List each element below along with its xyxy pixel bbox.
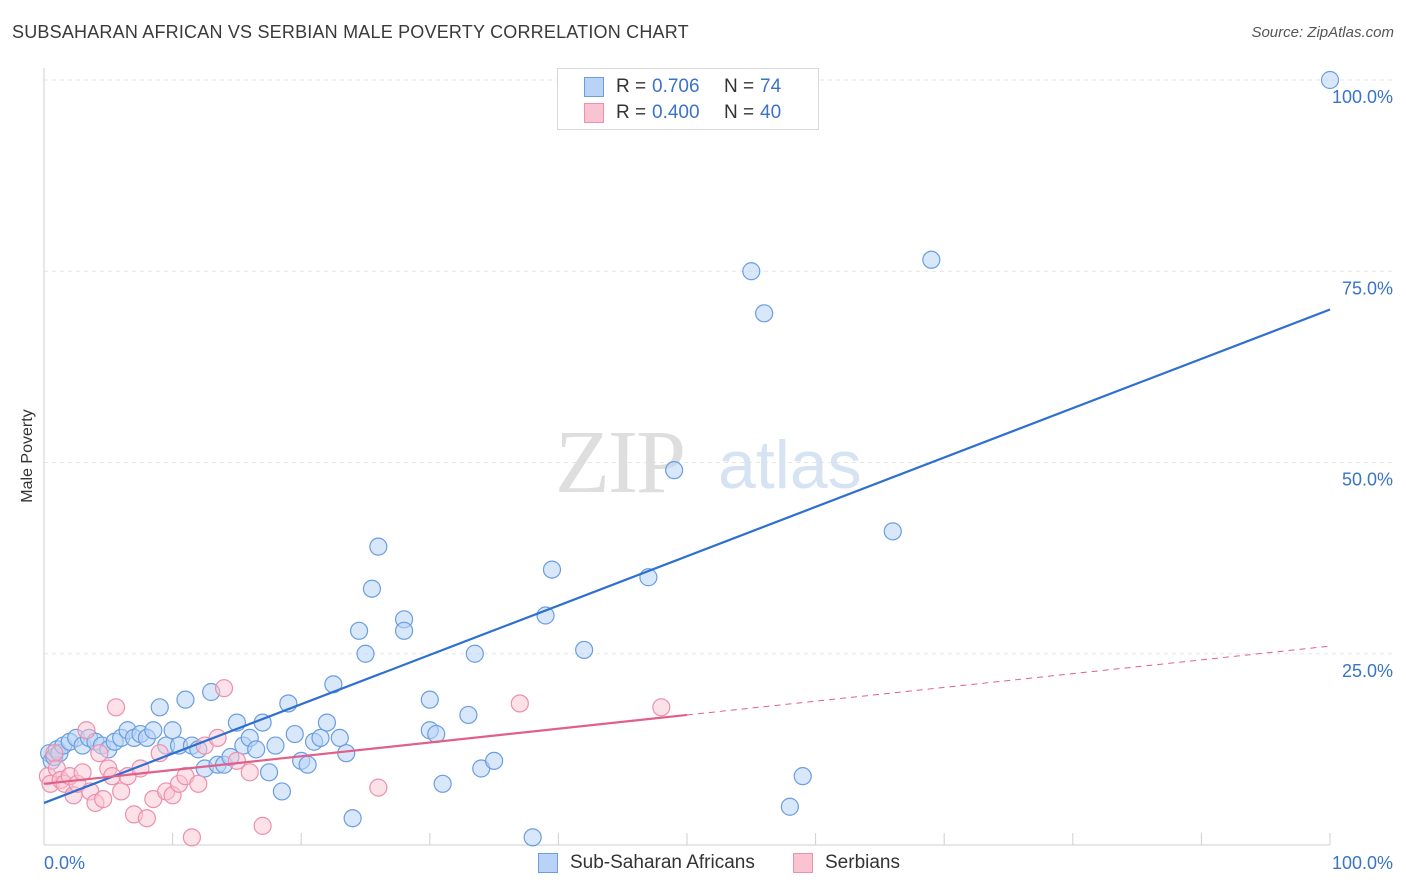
serbian-point [240, 763, 259, 782]
sub-saharan-point [459, 705, 478, 725]
serbian-point [112, 782, 131, 801]
chart-title: SUBSAHARAN AFRICAN VS SERBIAN MALE POVER… [12, 22, 689, 42]
sub-saharan-point [317, 713, 337, 732]
legend-r-value: 0.706 [652, 76, 700, 97]
serbian-point [189, 774, 208, 793]
serbian-point [106, 698, 126, 717]
y-tick-label: 75.0% [1342, 278, 1393, 298]
bottom-legend-swatch-pink [793, 853, 813, 873]
sub-saharan-point [394, 621, 414, 640]
serbian-point [45, 744, 64, 763]
legend-row-sub-saharan: R = 0.706 N = 74 [584, 75, 781, 99]
serbian-point [652, 698, 671, 717]
serbian-trend-extension [686, 645, 1331, 716]
sub-saharan-point [575, 640, 594, 660]
bottom-legend-sub-saharan: Sub-Saharan Africans [538, 852, 755, 874]
sub-saharan-point [144, 721, 163, 740]
sub-saharan-point [793, 767, 812, 786]
sub-saharan-point [176, 690, 195, 709]
watermark-atlas: atlas [718, 427, 862, 503]
source-label: Source: ZipAtlas.com [1251, 24, 1394, 41]
legend-n-label: N = [724, 102, 755, 123]
sub-saharan-point [349, 621, 369, 640]
serbian-point [90, 744, 109, 763]
serbian-point [510, 694, 529, 713]
legend-r-label: R = [616, 102, 647, 123]
sub-saharan-point [150, 698, 169, 717]
serbian-point [214, 679, 234, 698]
sub-saharan-point [523, 828, 542, 847]
sub-saharan-point [362, 579, 382, 598]
sub-saharan-point [311, 728, 330, 748]
serbian-point [73, 763, 92, 782]
sub-saharan-point [259, 763, 279, 782]
serbian-point [137, 809, 156, 828]
sub-saharan-point [1320, 70, 1340, 90]
sub-saharan-point [163, 721, 182, 740]
legend-n-value: 74 [760, 76, 782, 97]
sub-saharan-point [298, 755, 317, 774]
sub-saharan-point [356, 644, 375, 663]
sub-saharan-point [285, 724, 304, 744]
serbian-point [253, 816, 272, 835]
legend-n-value: 40 [760, 102, 782, 123]
sub-saharan-point [369, 537, 388, 556]
serbian-trend-line [43, 713, 688, 785]
bottom-legend-serbians: Serbians [793, 852, 900, 874]
serbian-point [77, 721, 96, 740]
sub-saharan-point [542, 560, 562, 579]
legend-r-value: 0.400 [652, 102, 700, 123]
serbian-point [94, 789, 113, 809]
sub-saharan-point [883, 522, 902, 541]
sub-saharan-point [780, 797, 799, 816]
sub-saharan-point [420, 690, 439, 709]
serbian-point [227, 751, 246, 770]
legend-swatch-pink [584, 103, 604, 123]
serbian-point [182, 828, 201, 847]
serbian-point [369, 778, 388, 797]
sub-saharan-point [337, 744, 356, 763]
sub-saharan-point [755, 304, 774, 323]
sub-saharan-point [665, 461, 684, 480]
bottom-legend-label: Sub-Saharan Africans [570, 852, 755, 873]
sub-saharan-trend-line [43, 308, 1331, 804]
sub-saharan-point [266, 736, 285, 755]
y-tick-label: 50.0% [1342, 470, 1393, 490]
x-tick-label: 100.0% [1332, 853, 1393, 873]
watermark-zip: ZIP [555, 413, 684, 512]
legend-swatch-blue [584, 77, 604, 97]
stats-legend: R = 0.706 N = 74 R = 0.400 N = 40 [557, 68, 819, 130]
sub-saharan-point [427, 724, 446, 744]
sub-saharan-point [272, 782, 292, 801]
y-tick-label: 100.0% [1332, 87, 1393, 107]
bottom-legend-label: Serbians [825, 852, 900, 873]
bottom-legend-swatch-blue [538, 853, 558, 873]
y-tick-label: 25.0% [1342, 661, 1393, 681]
legend-n-label: N = [724, 76, 755, 97]
sub-saharan-point [330, 728, 349, 748]
sub-saharan-point [742, 262, 761, 281]
legend-row-serbians: R = 0.400 N = 40 [584, 101, 781, 125]
sub-saharan-point [433, 774, 452, 793]
sub-saharan-point [465, 644, 484, 663]
sub-saharan-point [247, 740, 266, 759]
sub-saharan-point [922, 250, 941, 269]
sub-saharan-point [485, 751, 504, 770]
x-tick-label: 0.0% [44, 853, 85, 873]
legend-r-label: R = [616, 76, 647, 97]
sub-saharan-point [343, 809, 362, 828]
